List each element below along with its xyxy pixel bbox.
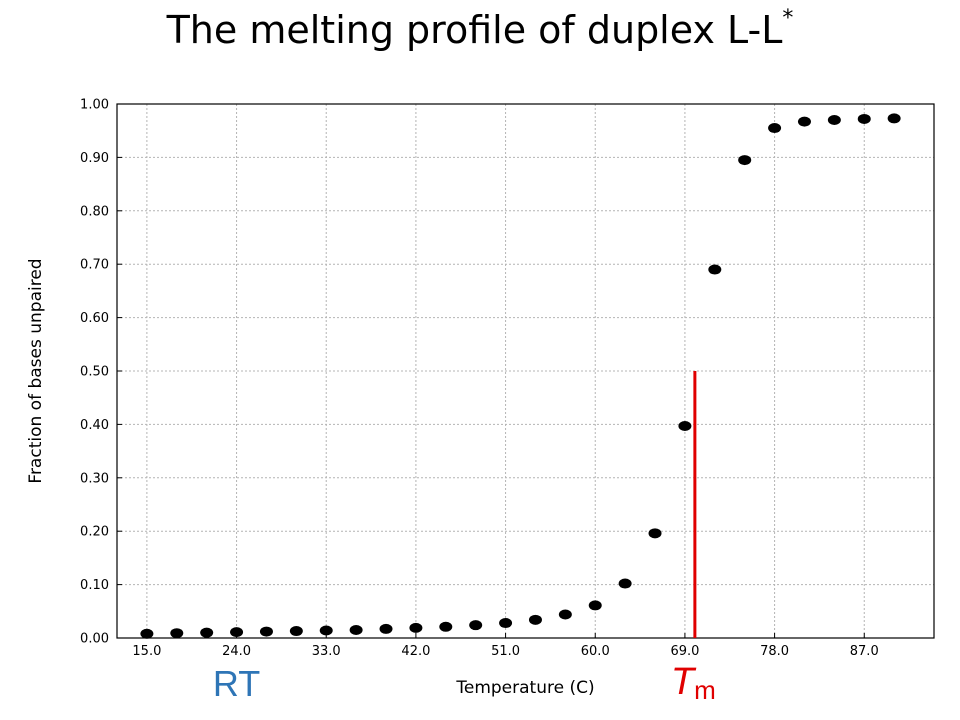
y-tick-label: 0.30 <box>80 471 109 486</box>
data-point <box>738 155 752 166</box>
plot-frame <box>116 103 935 639</box>
chart-title: The melting profile of duplex L-L* <box>166 6 794 52</box>
y-tick-label: 0.40 <box>80 418 109 433</box>
data-point <box>439 621 453 632</box>
y-tick-label: 0.60 <box>80 311 109 326</box>
x-axis-label: Temperature (C) <box>455 678 594 698</box>
data-point <box>200 627 214 638</box>
y-tick-label: 0.50 <box>80 365 109 380</box>
x-tick-label: 69.0 <box>670 644 699 659</box>
x-tick-label: 87.0 <box>850 644 879 659</box>
data-point <box>618 578 632 589</box>
data-point <box>140 628 154 639</box>
y-tick-label: 0.80 <box>80 204 109 219</box>
y-axis-label: Fraction of bases unpaired <box>26 258 46 483</box>
data-point <box>499 618 513 629</box>
y-tick-label: 0.00 <box>80 632 109 647</box>
data-point <box>678 421 692 432</box>
data-point <box>827 115 841 126</box>
data-point <box>259 626 273 637</box>
y-tick-label: 0.70 <box>80 258 109 273</box>
data-point <box>379 623 393 634</box>
y-tick-label: 0.20 <box>80 525 109 540</box>
data-point <box>170 628 184 639</box>
data-point <box>797 116 811 127</box>
y-tick-label: 1.00 <box>80 98 109 113</box>
data-point <box>558 609 572 620</box>
x-tick-label: 24.0 <box>222 644 251 659</box>
y-tick-label: 0.10 <box>80 578 109 593</box>
x-tick-label: 60.0 <box>581 644 610 659</box>
data-point <box>230 627 244 638</box>
data-point <box>768 123 782 134</box>
data-point <box>289 626 303 637</box>
y-tick-label: 0.90 <box>80 151 109 166</box>
x-tick-label: 15.0 <box>132 644 161 659</box>
rt-annotation: RT <box>213 663 260 704</box>
data-point <box>887 113 901 124</box>
x-tick-label: 33.0 <box>312 644 341 659</box>
data-point <box>409 622 423 633</box>
data-point <box>857 113 871 124</box>
data-point <box>349 624 363 635</box>
x-tick-label: 51.0 <box>491 644 520 659</box>
data-point <box>528 614 542 625</box>
data-point <box>708 264 722 275</box>
x-tick-label: 78.0 <box>760 644 789 659</box>
data-point <box>469 620 483 631</box>
tm-annotation: Tm <box>671 661 716 705</box>
data-point <box>588 600 602 611</box>
data-point <box>319 625 333 636</box>
x-tick-label: 42.0 <box>401 644 430 659</box>
data-point <box>648 528 662 539</box>
